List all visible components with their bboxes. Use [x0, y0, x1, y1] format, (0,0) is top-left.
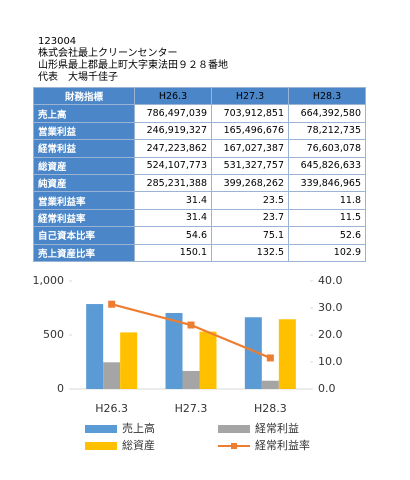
- table-cell: 11.8: [288, 191, 366, 210]
- table-cell: 399,268,262: [211, 173, 289, 193]
- bar: [86, 304, 104, 389]
- table-cell: 645,826,633: [288, 156, 366, 175]
- legend-swatch: [85, 425, 117, 433]
- table-cell: 営業利益率: [33, 191, 135, 210]
- bar: [244, 317, 262, 389]
- bar: [182, 370, 200, 389]
- y-tick-label: 0: [57, 382, 64, 395]
- table-cell: 31.4: [134, 208, 212, 228]
- table-cell: 285,231,388: [134, 173, 212, 193]
- table-cell: 財務指標: [33, 86, 135, 106]
- table-cell: H26.3: [134, 86, 212, 106]
- table-cell: 経常利益率: [33, 208, 135, 228]
- legend-label: 経常利益: [255, 421, 299, 435]
- table-row: 自己資本比率 54.6 75.1 52.6: [33, 226, 366, 245]
- table-cell: 786,497,039: [134, 104, 212, 123]
- bar: [103, 362, 121, 389]
- table-row: 財務指標 H26.3 H27.3 H28.3: [33, 86, 366, 106]
- table-cell: 150.1: [134, 243, 212, 262]
- y2-tick-label: 0.0: [318, 382, 336, 395]
- table-cell: 339,846,965: [288, 173, 366, 193]
- table-row: 売上高 786,497,039 703,912,851 664,392,580: [33, 104, 366, 123]
- table-cell: 経常利益: [33, 139, 135, 158]
- point: [108, 300, 116, 308]
- y2-tick-label: 40.0: [318, 274, 343, 287]
- bar: [261, 380, 279, 389]
- bar: [120, 332, 138, 389]
- bar: [278, 319, 296, 389]
- point: [187, 321, 195, 329]
- table-cell: H27.3: [211, 86, 289, 106]
- table-cell: 52.6: [288, 226, 366, 245]
- table-cell: 664,392,580: [288, 104, 366, 123]
- table-row: 営業利益率 31.4 23.5 11.8: [33, 191, 366, 210]
- table-cell: 営業利益: [33, 121, 135, 141]
- financial-table: 財務指標 H26.3 H27.3 H28.3 売上高 786,497,039 703,912…: [33, 86, 366, 262]
- table-row: 純資産 285,231,388 399,268,262 339,846,965: [33, 173, 366, 193]
- table-cell: 102.9: [288, 243, 366, 262]
- code: 123004: [38, 36, 77, 47]
- table-cell: 703,912,851: [211, 104, 289, 123]
- table-row: 経常利益 247,223,862 167,027,387 76,603,078: [33, 139, 366, 158]
- bar: [165, 312, 183, 389]
- line: [111, 303, 271, 359]
- table-cell: 78,212,735: [288, 121, 366, 141]
- legend-swatch: [218, 425, 250, 433]
- bar: [199, 331, 217, 389]
- table-row: 経常利益率 31.4 23.7 11.5: [33, 208, 366, 228]
- company: 株式会社最上クリーンセンター: [38, 48, 178, 59]
- table-cell: 売上資産比率: [33, 243, 135, 262]
- table-cell: 純資産: [33, 173, 135, 193]
- address: 山形県最上郡最上町大字東法田９２８番地: [38, 60, 228, 71]
- legend-label: 経常利益率: [255, 438, 310, 452]
- table-cell: 自己資本比率: [33, 226, 135, 245]
- table-cell: 売上高: [33, 104, 135, 123]
- table-row: 営業利益 246,919,327 165,496,676 78,212,735: [33, 121, 366, 141]
- legend-swatch: [85, 442, 117, 450]
- y-tick-label: 1,000: [33, 274, 65, 287]
- table-cell: 247,223,862: [134, 139, 212, 158]
- legend-label: 総資産: [122, 438, 155, 452]
- x-tick-label: H27.3: [175, 402, 208, 415]
- table-cell: 11.5: [288, 208, 366, 228]
- table-cell: H28.3: [288, 86, 366, 106]
- table-row: 売上資産比率 150.1 132.5 102.9: [33, 243, 366, 262]
- y2-tick-label: 10.0: [318, 355, 343, 368]
- table-cell: 524,107,773: [134, 156, 212, 175]
- x-tick-label: H28.3: [254, 402, 287, 415]
- y2-tick-label: 20.0: [318, 328, 343, 341]
- y2-tick-label: 30.0: [318, 301, 343, 314]
- x-tick-label: H26.3: [95, 402, 128, 415]
- table-cell: 総資産: [33, 156, 135, 175]
- point: [266, 354, 274, 362]
- legend-swatch: [231, 443, 237, 449]
- table-cell: 167,027,387: [211, 139, 289, 158]
- table-cell: 23.7: [211, 208, 289, 228]
- table-cell: 132.5: [211, 243, 289, 262]
- table-row: 総資産 524,107,773 531,327,757 645,826,633: [33, 156, 366, 175]
- table-cell: 31.4: [134, 191, 212, 210]
- y-tick-label: 500: [43, 328, 64, 341]
- legend-label: 売上高: [122, 421, 155, 435]
- table-cell: 54.6: [134, 226, 212, 245]
- table-cell: 23.5: [211, 191, 289, 210]
- representative: 代表 大場千佳子: [38, 72, 118, 83]
- table-cell: 246,919,327: [134, 121, 212, 141]
- table-cell: 75.1: [211, 226, 289, 245]
- table-cell: 165,496,676: [211, 121, 289, 141]
- table-cell: 531,327,757: [211, 156, 289, 175]
- table-cell: 76,603,078: [288, 139, 366, 158]
